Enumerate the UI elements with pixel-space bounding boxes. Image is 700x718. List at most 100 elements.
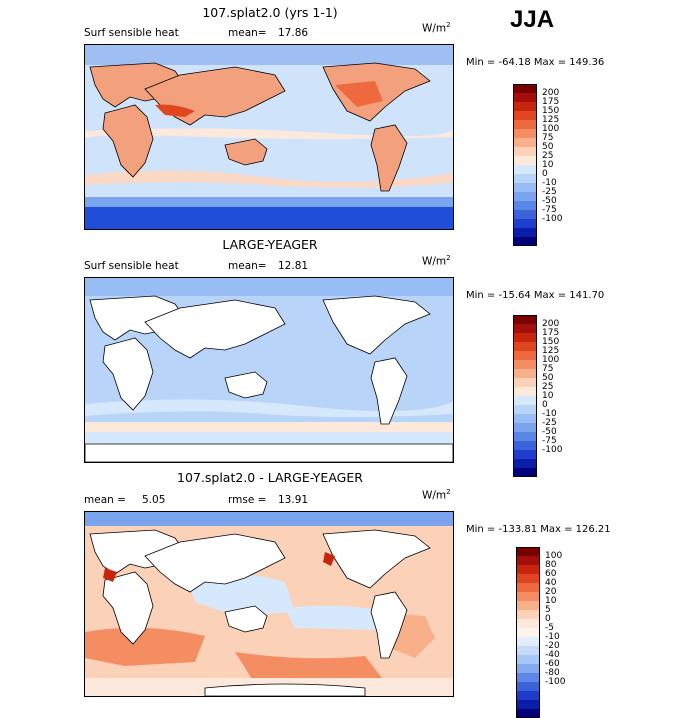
colorbar-tick-label: -40 [545, 650, 560, 660]
colorbar-tick-label: 0 [542, 400, 548, 410]
colorbar-swatch [513, 378, 537, 387]
colorbar-swatch [513, 315, 537, 324]
colorbar-swatch [513, 102, 537, 111]
colorbar-tick-label: -100 [545, 677, 566, 687]
colorbar-tick-label: -10 [545, 632, 560, 642]
colorbar-swatch [513, 201, 537, 210]
colorbar-swatch [516, 601, 540, 610]
colorbar-swatch [516, 547, 540, 556]
colorbar-swatch [513, 324, 537, 333]
colorbar-tick-label: 100 [542, 355, 560, 365]
colorbar-tick-label: -100 [542, 445, 563, 455]
colorbar-swatch [513, 432, 537, 441]
colorbar-swatch [516, 565, 540, 574]
colorbar-swatch [513, 210, 537, 219]
colorbar-tick-label: 10 [542, 160, 554, 170]
colorbar-swatch [513, 192, 537, 201]
colorbar-tick-label: 25 [542, 151, 554, 161]
panel3-title: 107.splat2.0 - LARGE-YEAGER [177, 470, 363, 485]
colorbar-swatch [516, 637, 540, 646]
colorbar-tick-label: 40 [545, 578, 557, 588]
colorbar-tick-label: 25 [542, 382, 554, 392]
colorbar-swatch [513, 405, 537, 414]
panel2-units: W/m2 [422, 254, 451, 268]
panel2-title: LARGE-YEAGER [222, 237, 318, 252]
panel2-mean-value: 12.81 [278, 260, 309, 272]
panel1-title: 107.splat2.0 (yrs 1-1) [202, 5, 338, 20]
colorbar-tick-label: 100 [545, 551, 563, 561]
colorbar-swatch [516, 592, 540, 601]
colorbar-swatch [513, 237, 537, 246]
colorbar-swatch [516, 619, 540, 628]
colorbar-swatch [513, 147, 537, 156]
colorbar-tick-label: -50 [542, 427, 557, 437]
colorbar-swatch [516, 646, 540, 655]
panel1-map [84, 44, 454, 230]
panel3-map [84, 511, 454, 697]
colorbar-swatch [513, 396, 537, 405]
colorbar-swatch [516, 574, 540, 583]
panel1-map-graphic [85, 45, 453, 229]
colorbar-swatch [513, 450, 537, 459]
panel1-field-label: Surf sensible heat [84, 27, 179, 39]
panel2-mean-label: mean= [228, 260, 267, 272]
colorbar-swatch [513, 183, 537, 192]
colorbar-tick-label: -75 [542, 436, 557, 446]
panel1-mean-value: 17.86 [278, 27, 309, 39]
colorbar-tick-label: -60 [545, 659, 560, 669]
colorbar-tick-label: 60 [545, 569, 557, 579]
colorbar-swatch [516, 664, 540, 673]
colorbar-swatch [513, 441, 537, 450]
panel3-rmse-label: rmse = [228, 494, 267, 506]
colorbar-tick-label: 10 [542, 391, 554, 401]
panel3-mean-label: mean = [84, 494, 126, 506]
colorbar-swatch [513, 414, 537, 423]
panel3-map-graphic [85, 512, 453, 696]
colorbar-tick-label: 75 [542, 364, 554, 374]
colorbar-tick-label: -25 [542, 418, 557, 428]
colorbar-tick-label: 5 [545, 605, 551, 615]
panel1-mean-label: mean= [228, 27, 267, 39]
colorbar-swatch [513, 84, 537, 93]
colorbar-tick-label: 175 [542, 97, 560, 107]
colorbar-tick-label: -10 [542, 409, 557, 419]
colorbar-swatch [513, 369, 537, 378]
colorbar-tick-label: 200 [542, 88, 560, 98]
panel2-map-graphic [85, 278, 453, 462]
colorbar-swatch [516, 691, 540, 700]
season-label: JJA [510, 6, 555, 33]
colorbar-tick-label: 100 [542, 124, 560, 134]
colorbar-swatch [513, 120, 537, 129]
colorbar-tick-label: 150 [542, 337, 560, 347]
colorbar-tick-label: 125 [542, 346, 560, 356]
colorbar-swatch [513, 93, 537, 102]
colorbar-tick-label: 20 [545, 587, 557, 597]
colorbar-tick-label: 10 [545, 596, 557, 606]
colorbar-swatch [513, 174, 537, 183]
colorbar-swatch [513, 156, 537, 165]
colorbar-tick-label: -50 [542, 196, 557, 206]
colorbar-swatch [516, 709, 540, 718]
panel1-units: W/m2 [422, 21, 451, 35]
colorbar-tick-label: 0 [542, 169, 548, 179]
colorbar-tick-label: -80 [545, 668, 560, 678]
panel2-map [84, 277, 454, 463]
colorbar-swatch [513, 138, 537, 147]
colorbar-swatch [516, 628, 540, 637]
colorbar-swatch [516, 556, 540, 565]
colorbar-tick-label: 50 [542, 373, 554, 383]
colorbar-tick-label: 125 [542, 115, 560, 125]
panel3-mean-value: 5.05 [142, 494, 166, 506]
panel3-min-max: Min = -133.81 Max = 126.21 [466, 524, 611, 535]
colorbar-tick-label: -5 [545, 623, 554, 633]
panel3-rmse-value: 13.91 [278, 494, 309, 506]
colorbar-swatch [513, 387, 537, 396]
colorbar-tick-label: 80 [545, 560, 557, 570]
colorbar-tick-label: 75 [542, 133, 554, 143]
colorbar-tick-label: 50 [542, 142, 554, 152]
colorbar-tick-label: -100 [542, 214, 563, 224]
colorbar-tick-label: -25 [542, 187, 557, 197]
colorbar-tick-label: -10 [542, 178, 557, 188]
colorbar-swatch [513, 468, 537, 477]
colorbar-swatch [513, 129, 537, 138]
